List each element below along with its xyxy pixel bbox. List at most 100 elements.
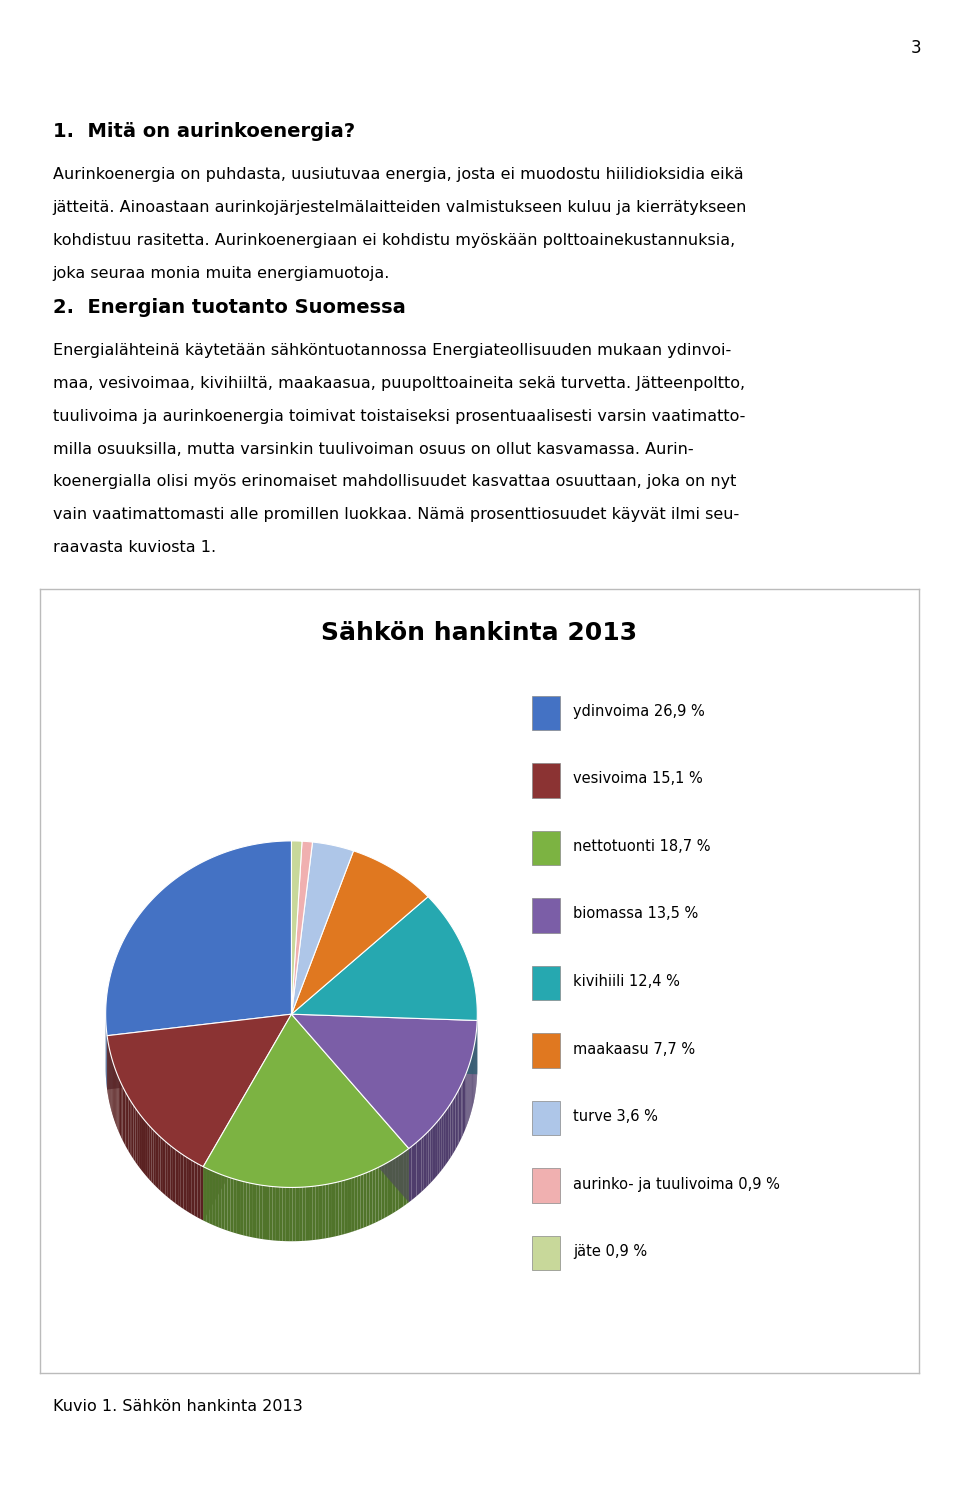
Polygon shape [450,1101,452,1158]
Polygon shape [204,1015,292,1220]
Polygon shape [406,1149,409,1204]
Polygon shape [240,1180,243,1235]
Text: joka seuraa monia muita energiamuotoja.: joka seuraa monia muita energiamuotoja. [53,266,390,280]
Text: kivihiili 12,4 %: kivihiili 12,4 % [573,974,680,989]
Polygon shape [414,1143,417,1198]
Polygon shape [282,1188,286,1241]
Text: tuulivoima ja aurinkoenergia toimivat toistaiseksi prosentuaalisesti varsin vaat: tuulivoima ja aurinkoenergia toimivat to… [53,409,745,424]
Polygon shape [463,1079,464,1135]
Polygon shape [206,1168,209,1223]
Polygon shape [145,1120,147,1177]
Text: jäte 0,9 %: jäte 0,9 % [573,1244,647,1259]
FancyBboxPatch shape [532,831,560,865]
Polygon shape [228,1177,230,1232]
Polygon shape [170,1146,173,1201]
Polygon shape [423,1134,426,1189]
Polygon shape [115,1068,116,1126]
Polygon shape [459,1088,460,1144]
Polygon shape [466,1073,467,1129]
Text: maakaasu 7,7 %: maakaasu 7,7 % [573,1041,695,1056]
Polygon shape [137,1110,139,1167]
Polygon shape [124,1089,126,1146]
Polygon shape [292,1015,409,1203]
Polygon shape [437,1119,440,1176]
Polygon shape [237,1180,240,1234]
Polygon shape [192,1161,195,1216]
Polygon shape [116,1071,117,1128]
Polygon shape [292,1015,477,1074]
Polygon shape [108,1015,292,1167]
Polygon shape [292,1015,409,1203]
Polygon shape [348,1179,351,1232]
Polygon shape [215,1173,218,1228]
Polygon shape [180,1153,183,1209]
Polygon shape [332,1183,335,1237]
Polygon shape [293,1188,296,1241]
Polygon shape [108,1015,292,1089]
Polygon shape [233,1179,237,1234]
Polygon shape [189,1159,192,1214]
Polygon shape [319,1185,323,1240]
Text: Energialähteinä käytetään sähköntuotannossa Energiateollisuuden mukaan ydinvoi-: Energialähteinä käytetään sähköntuotanno… [53,343,732,358]
FancyBboxPatch shape [532,1101,560,1135]
Polygon shape [444,1112,445,1168]
Polygon shape [263,1185,266,1240]
Text: jätteitä. Ainoastaan aurinkojärjestelmälaitteiden valmistukseen kuluu ja kierrät: jätteitä. Ainoastaan aurinkojärjestelmäl… [53,200,747,215]
Polygon shape [106,841,292,1035]
Polygon shape [431,1126,433,1183]
Polygon shape [335,1182,338,1237]
Polygon shape [221,1174,225,1229]
Polygon shape [292,850,428,1015]
Polygon shape [442,1115,444,1171]
FancyBboxPatch shape [532,1235,560,1271]
Text: turve 3,6 %: turve 3,6 % [573,1109,658,1123]
Polygon shape [398,1155,401,1210]
FancyBboxPatch shape [532,898,560,932]
Polygon shape [266,1186,270,1240]
Polygon shape [289,1188,293,1241]
FancyBboxPatch shape [532,1034,560,1068]
Polygon shape [123,1086,124,1143]
Polygon shape [409,1146,412,1203]
Text: koenergialla olisi myös erinomaiset mahdollisuudet kasvattaa osuuttaan, joka on : koenergialla olisi myös erinomaiset mahd… [53,474,736,489]
Polygon shape [154,1131,156,1186]
Polygon shape [393,1158,396,1213]
Polygon shape [468,1064,469,1120]
Polygon shape [457,1091,459,1146]
Text: kohdistuu rasitetta. Aurinkoenergiaan ei kohdistu myöskään polttoainekustannuksi: kohdistuu rasitetta. Aurinkoenergiaan ei… [53,233,735,248]
Polygon shape [445,1109,447,1165]
Text: raavasta kuviosta 1.: raavasta kuviosta 1. [53,540,216,555]
Polygon shape [378,1165,381,1220]
Text: nettotuonti 18,7 %: nettotuonti 18,7 % [573,839,710,853]
Polygon shape [179,1152,180,1207]
Polygon shape [133,1106,135,1162]
Polygon shape [325,1185,328,1238]
Polygon shape [279,1188,282,1241]
Polygon shape [396,1156,398,1212]
Polygon shape [163,1140,165,1195]
Polygon shape [117,1074,119,1131]
Polygon shape [201,1165,204,1220]
Polygon shape [212,1171,215,1226]
Polygon shape [342,1180,345,1235]
Polygon shape [448,1104,450,1161]
Polygon shape [296,1188,300,1241]
Polygon shape [131,1100,132,1156]
Polygon shape [357,1176,360,1229]
Polygon shape [108,1015,292,1089]
Polygon shape [209,1170,212,1225]
Polygon shape [243,1182,247,1235]
Polygon shape [370,1170,372,1225]
Polygon shape [292,841,302,1015]
Polygon shape [186,1156,189,1213]
Polygon shape [286,1188,289,1241]
Text: Aurinkoenergia on puhdasta, uusiutuvaa energia, josta ei muodostu hiilidioksidia: Aurinkoenergia on puhdasta, uusiutuvaa e… [53,167,743,182]
Polygon shape [198,1164,201,1219]
Polygon shape [381,1164,384,1219]
Text: vain vaatimattomasti alle promillen luokkaa. Nämä prosenttiosuudet käyvät ilmi s: vain vaatimattomasti alle promillen luok… [53,507,739,522]
Polygon shape [387,1161,390,1216]
Polygon shape [127,1095,129,1152]
Polygon shape [401,1152,403,1209]
Polygon shape [160,1137,163,1194]
Polygon shape [250,1183,252,1237]
